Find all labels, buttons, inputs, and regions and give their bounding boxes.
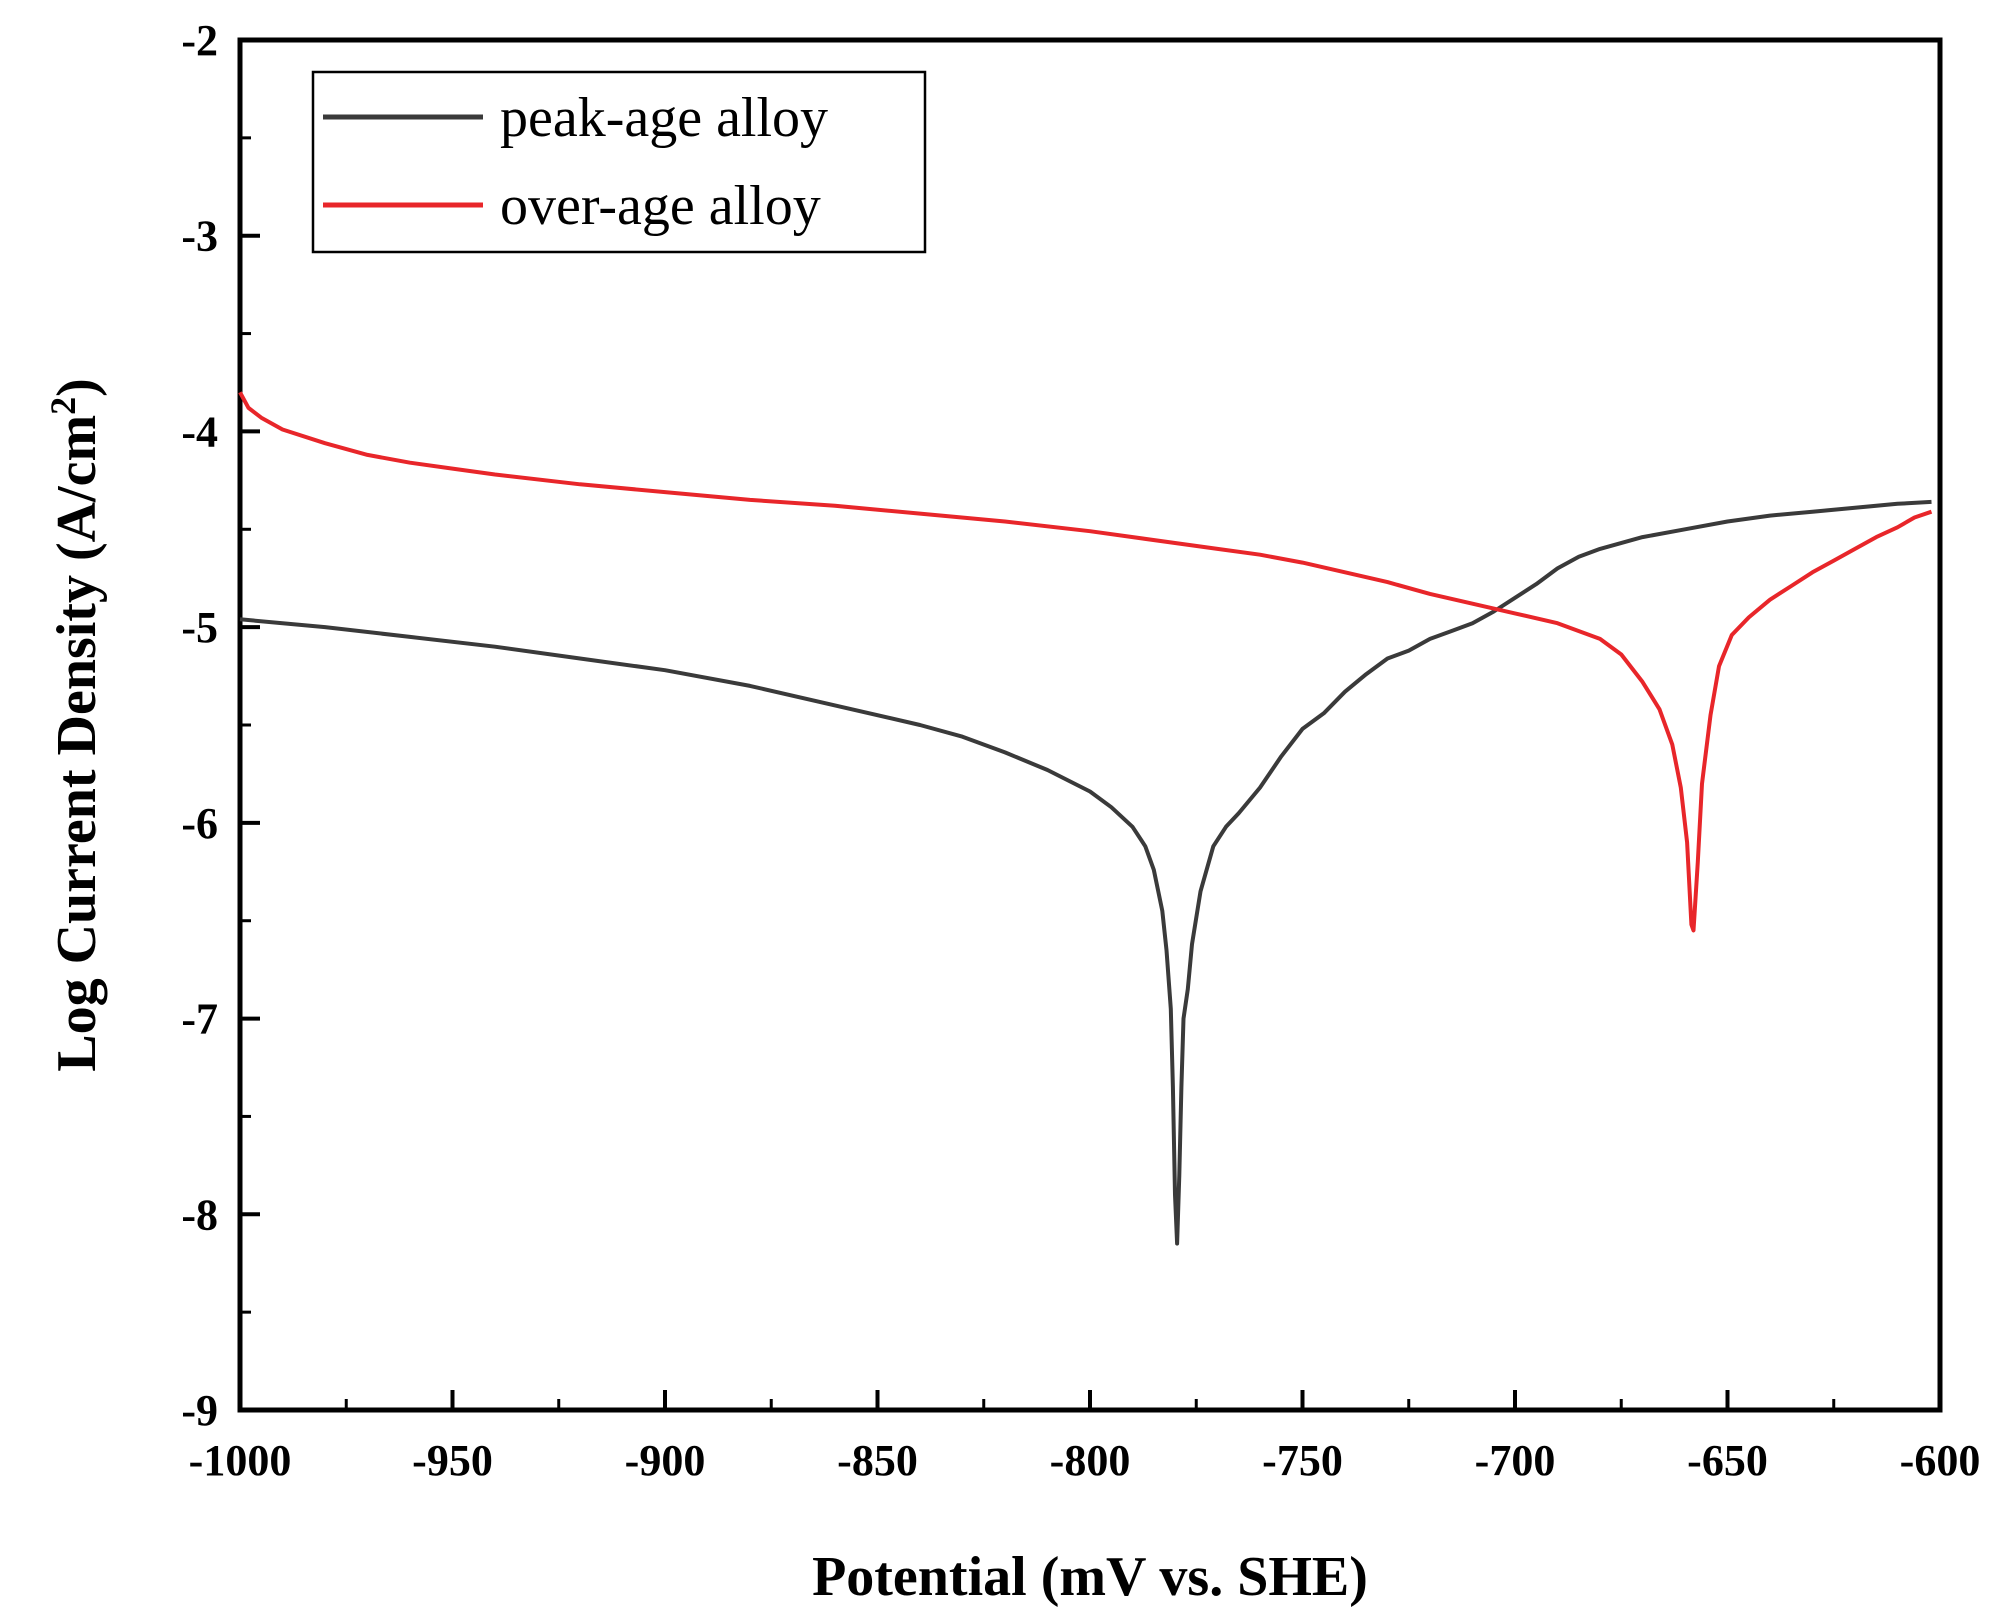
x-tick-label: -900 xyxy=(625,1436,706,1485)
y-axis-title-close: ) xyxy=(46,378,108,397)
y-tick-label: -7 xyxy=(181,995,218,1044)
series-line-peak-age xyxy=(239,499,1932,1246)
y-tick-label: -6 xyxy=(181,799,218,848)
x-axis-ticks: -1000 -950 -900 -850 -800 -750 -700 -650 -600 xyxy=(189,1390,1981,1485)
y-tick-label: -2 xyxy=(181,16,218,65)
series-layer xyxy=(238,391,1933,1246)
legend-label-over-age: over-age alloy xyxy=(500,175,821,237)
y-axis-title-group: Log Current Density (A/cm2) xyxy=(43,378,108,1072)
x-tick-label: -700 xyxy=(1475,1436,1556,1485)
y-tick-label: -4 xyxy=(181,407,218,456)
x-tick-label: -800 xyxy=(1050,1436,1131,1485)
y-tick-label: -9 xyxy=(181,1386,218,1435)
y-tick-label: -8 xyxy=(181,1190,218,1239)
x-tick-label: -650 xyxy=(1687,1436,1768,1485)
x-tick-label: -950 xyxy=(412,1436,493,1485)
y-axis-title-main: Log Current Density (A/cm xyxy=(46,415,108,1072)
legend-label-peak-age: peak-age alloy xyxy=(500,87,828,149)
x-tick-label: -750 xyxy=(1262,1436,1343,1485)
y-axis-ticks: -9 -8 -7 -6 -5 -4 -3 -2 xyxy=(181,16,260,1435)
series-line-over-age xyxy=(238,391,1933,933)
y-axis-title-superscript: 2 xyxy=(43,397,83,415)
x-tick-label: -1000 xyxy=(189,1436,292,1485)
y-tick-label: -5 xyxy=(181,603,218,652)
x-tick-label: -850 xyxy=(837,1436,918,1485)
y-tick-label: -3 xyxy=(181,212,218,261)
legend-box xyxy=(311,70,927,254)
y-axis-title: Log Current Density (A/cm2) xyxy=(43,378,108,1072)
legend: peak-age alloy over-age alloy xyxy=(311,70,927,254)
x-tick-label: -600 xyxy=(1900,1436,1981,1485)
x-axis-title: Potential (mV vs. SHE) xyxy=(812,1546,1368,1608)
